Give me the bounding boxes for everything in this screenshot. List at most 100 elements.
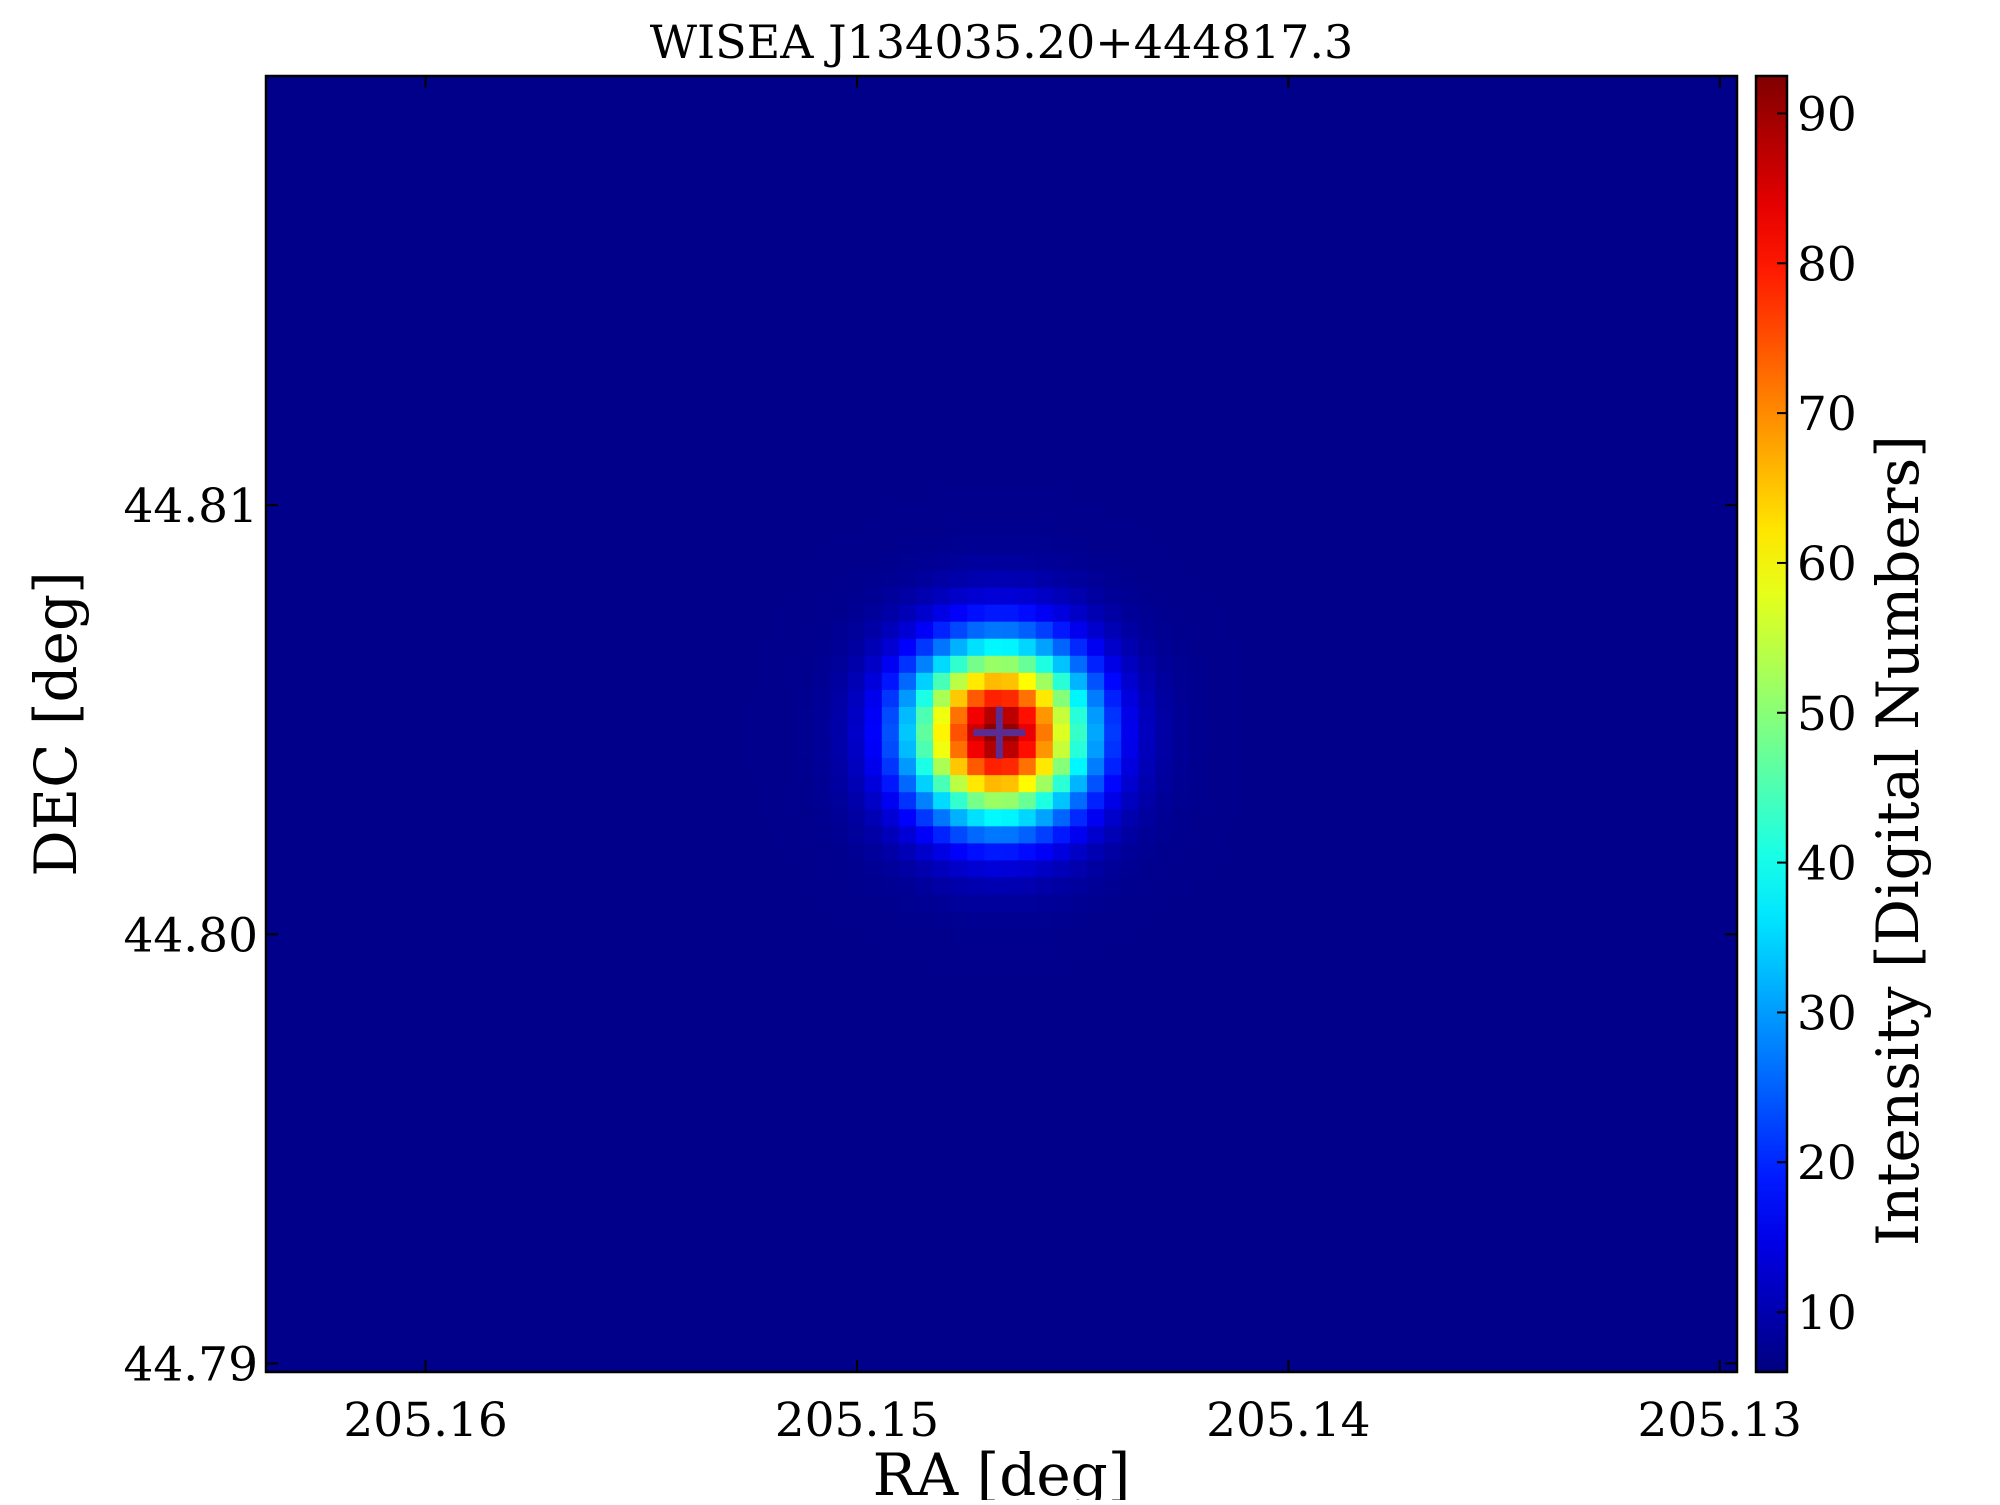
- heatmap-cell: [1292, 93, 1310, 111]
- heatmap-cell: [1223, 127, 1242, 145]
- heatmap-cell: [1326, 775, 1345, 793]
- heatmap-cell: [539, 365, 558, 384]
- heatmap-cell: [351, 451, 370, 469]
- heatmap-cell: [1155, 604, 1174, 623]
- heatmap-cell: [437, 741, 455, 759]
- heatmap-cell: [1668, 348, 1687, 367]
- heatmap-cell: [1668, 689, 1687, 708]
- heatmap-cell: [1275, 1013, 1293, 1032]
- heatmap-cell: [710, 144, 729, 162]
- heatmap-cell: [1480, 76, 1499, 94]
- heatmap-cell: [813, 485, 832, 503]
- heatmap-cell: [1018, 809, 1037, 827]
- heatmap-cell: [830, 843, 849, 862]
- heatmap-cell: [317, 1013, 336, 1032]
- heatmap-cell: [984, 536, 1003, 555]
- heatmap-cell: [1001, 672, 1020, 691]
- heatmap-cell: [1651, 382, 1670, 401]
- heatmap-cell: [1326, 962, 1345, 981]
- heatmap-cell: [933, 553, 951, 572]
- heatmap-cell: [710, 110, 729, 128]
- heatmap-cell: [1514, 314, 1533, 333]
- heatmap-cell: [1514, 178, 1533, 196]
- heatmap-cell: [454, 1013, 472, 1032]
- heatmap-cell: [1206, 979, 1225, 998]
- heatmap-cell: [300, 1048, 318, 1066]
- heatmap-cell: [1343, 792, 1362, 810]
- heatmap-cell: [1412, 553, 1430, 572]
- heatmap-cell: [1035, 792, 1054, 810]
- heatmap-cell: [762, 962, 780, 981]
- heatmap-cell: [1087, 144, 1105, 162]
- heatmap-cell: [1018, 485, 1037, 503]
- heatmap-cell: [625, 775, 643, 793]
- heatmap-cell: [1565, 468, 1584, 486]
- heatmap-cell: [1514, 860, 1533, 879]
- heatmap-cell: [419, 945, 438, 964]
- heatmap-cell: [693, 724, 712, 742]
- heatmap-cell: [334, 1013, 353, 1032]
- heatmap-cell: [984, 979, 1003, 998]
- heatmap-cell: [1309, 996, 1328, 1015]
- heatmap-cell: [1121, 519, 1139, 538]
- heatmap-cell: [505, 144, 524, 162]
- heatmap-cell: [1052, 434, 1071, 452]
- heatmap-cell: [796, 314, 814, 333]
- heatmap-cell: [1583, 110, 1601, 128]
- heatmap-cell: [1514, 894, 1533, 913]
- heatmap-cell: [1377, 536, 1396, 555]
- heatmap-cell: [881, 212, 900, 231]
- heatmap-cell: [522, 468, 541, 486]
- heatmap-cell: [1446, 93, 1464, 111]
- heatmap-cell: [1634, 178, 1653, 196]
- heatmap-cell: [1514, 570, 1533, 589]
- heatmap-cell: [471, 996, 489, 1015]
- heatmap-cell: [984, 1030, 1003, 1049]
- heatmap-cell: [744, 826, 763, 844]
- heatmap-cell: [950, 434, 968, 452]
- heatmap-cell: [317, 792, 336, 810]
- heatmap-cell: [1394, 178, 1413, 196]
- heatmap-cell: [933, 826, 951, 844]
- heatmap-cell: [727, 945, 746, 964]
- heatmap-cell: [1480, 400, 1499, 418]
- heatmap-cell: [1326, 365, 1345, 384]
- heatmap-cell: [779, 706, 797, 725]
- heatmap-cell: [1702, 229, 1721, 248]
- heatmap-cell: [1121, 195, 1139, 214]
- heatmap-cell: [437, 297, 455, 316]
- heatmap-cell: [676, 894, 695, 913]
- heatmap-cell: [351, 229, 370, 248]
- heatmap-cell: [710, 570, 729, 589]
- heatmap-cell: [454, 519, 472, 538]
- heatmap-cell: [1258, 127, 1276, 145]
- heatmap-cell: [1018, 263, 1037, 282]
- heatmap-cell: [1360, 553, 1379, 572]
- heatmap-cell: [1018, 724, 1037, 742]
- heatmap-cell: [967, 638, 985, 657]
- heatmap-cell: [950, 246, 968, 265]
- heatmap-cell: [933, 706, 951, 725]
- heatmap-cell: [1172, 655, 1191, 674]
- heatmap-cell: [1206, 314, 1225, 333]
- heatmap-cell: [1121, 178, 1139, 196]
- heatmap-cell: [385, 76, 404, 94]
- heatmap-cell: [1138, 877, 1157, 896]
- heatmap-cell: [779, 979, 797, 998]
- heatmap-cell: [368, 587, 387, 606]
- heatmap-cell: [642, 724, 660, 742]
- heatmap-cell: [1531, 621, 1550, 640]
- heatmap-cell: [898, 758, 917, 776]
- heatmap-cell: [266, 894, 284, 913]
- heatmap-cell: [505, 382, 524, 401]
- heatmap-cell: [1001, 93, 1020, 111]
- heatmap-cell: [642, 195, 660, 214]
- heatmap-cell: [505, 587, 524, 606]
- heatmap-cell: [625, 144, 643, 162]
- heatmap-cell: [1343, 604, 1362, 623]
- heatmap-cell: [1121, 280, 1139, 299]
- heatmap-cell: [1172, 996, 1191, 1015]
- heatmap-cell: [1617, 553, 1635, 572]
- heatmap-cell: [915, 911, 934, 930]
- heatmap-cell: [1189, 706, 1208, 725]
